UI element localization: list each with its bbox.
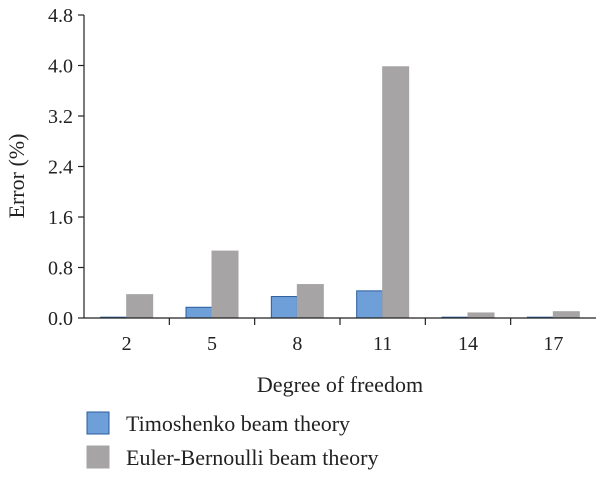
plot-area <box>100 66 580 319</box>
timoshenko-bar <box>185 306 213 319</box>
y-tick-label: 0.0 <box>48 308 73 330</box>
euler-bernoulli-bar <box>382 66 410 319</box>
y-tick-label: 2.4 <box>48 157 73 179</box>
legend-label-timoshenko: Timoshenko beam theory <box>126 411 350 436</box>
x-tick-label: 5 <box>207 333 217 355</box>
x-axis-title: Degree of freedom <box>257 372 423 397</box>
y-axis-title: Error (%) <box>4 134 29 219</box>
legend-label-euler-bernoulli: Euler-Bernoulli beam theory <box>126 445 378 470</box>
y-tick-label: 1.6 <box>48 207 73 229</box>
legend-swatch-timoshenko <box>86 411 110 435</box>
legend: Timoshenko beam theory Euler-Bernoulli be… <box>86 411 378 470</box>
euler-bernoulli-bar <box>126 294 154 319</box>
x-axis: 2 5 8 11 14 17 <box>84 317 596 355</box>
x-tick-label: 8 <box>292 333 302 355</box>
y-tick-label: 4.8 <box>48 5 73 27</box>
timoshenko-bar <box>270 296 298 319</box>
legend-swatch-euler-bernoulli <box>86 445 110 469</box>
x-tick-label: 17 <box>543 333 563 355</box>
x-tick-label: 11 <box>373 333 392 355</box>
y-axis: 0.0 0.8 1.6 2.4 3.2 4.0 4.8 <box>48 5 85 330</box>
x-tick-label: 14 <box>458 333 478 355</box>
timoshenko-bar <box>356 290 384 319</box>
euler-bernoulli-bar <box>296 284 324 319</box>
y-tick-label: 0.8 <box>48 258 73 280</box>
x-tick-label: 2 <box>122 333 132 355</box>
y-tick-label: 3.2 <box>48 106 73 128</box>
euler-bernoulli-bar <box>211 250 239 319</box>
euler-bernoulli-bar <box>552 311 580 319</box>
euler-bernoulli-bar <box>467 312 495 319</box>
y-tick-label: 4.0 <box>48 56 73 78</box>
